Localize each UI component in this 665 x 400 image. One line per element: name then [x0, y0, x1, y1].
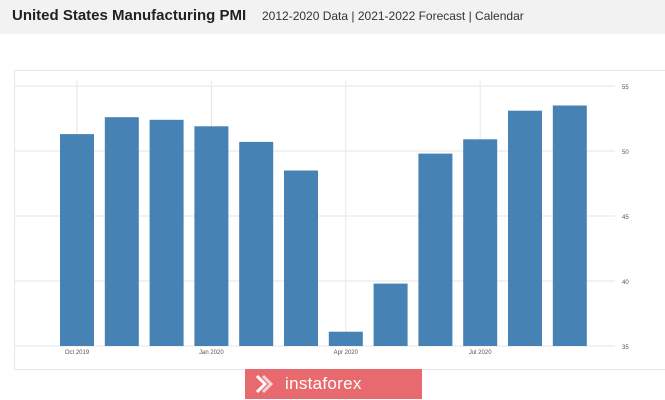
bar-jun-2020[interactable]: [418, 153, 453, 346]
x-tick-label: Jan 2020: [199, 350, 224, 356]
bar-mar-2020[interactable]: [284, 170, 318, 347]
bar-feb-2020[interactable]: [239, 141, 274, 346]
bar-apr-2020[interactable]: [328, 331, 363, 346]
bar-jan-2020[interactable]: [194, 126, 229, 346]
page-title: United States Manufacturing PMI: [12, 7, 247, 24]
bar-dec-2019[interactable]: [149, 119, 184, 346]
y-tick-label: 45: [622, 215, 629, 221]
bar-oct-2019[interactable]: [60, 134, 94, 346]
bar-jul-2020[interactable]: [463, 139, 498, 346]
y-tick-label: 55: [622, 85, 629, 91]
x-tick-label: Apr 2020: [334, 350, 359, 356]
bar-may-2020[interactable]: [373, 283, 408, 346]
watermark-text: instaforex: [285, 374, 362, 393]
y-tick-label: 35: [622, 345, 629, 351]
instaforex-logo-icon: [255, 374, 273, 394]
bar-nov-2019[interactable]: [104, 117, 139, 346]
bar-sep-2020[interactable]: [552, 105, 587, 347]
bar-chart: 35 40 45 50 55 Oct 2019 Jan 2020 Apr 2020 Jul 20…: [15, 81, 629, 356]
chart-panel: 35 40 45 50 55 Oct 2019 Jan 2020 Apr 2020 Jul 20…: [14, 70, 665, 370]
instaforex-watermark: instaforex: [245, 369, 422, 399]
y-tick-label: 50: [622, 150, 629, 156]
y-tick-label: 40: [622, 280, 629, 286]
page-subtitle-links[interactable]: 2012-2020 Data | 2021-2022 Forecast | Ca…: [262, 9, 524, 23]
bar-aug-2020[interactable]: [508, 110, 542, 346]
x-tick-label: Jul 2020: [469, 350, 492, 356]
x-tick-label: Oct 2019: [65, 350, 90, 356]
page-header: United States Manufacturing PMI 2012-202…: [0, 0, 665, 34]
